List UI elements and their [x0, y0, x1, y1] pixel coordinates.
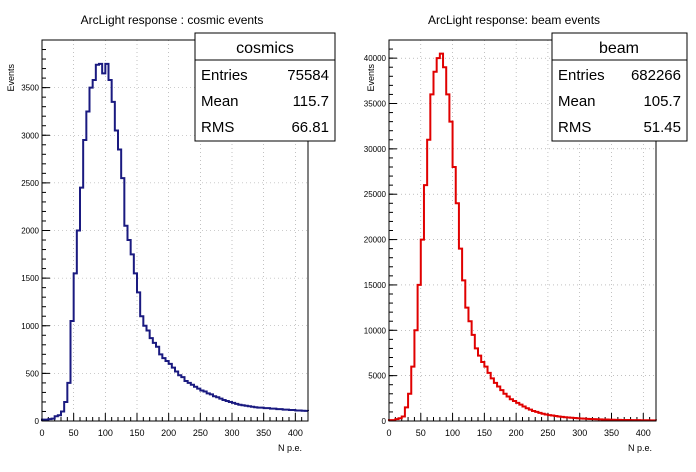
beam-x-tick-label: 50 [416, 428, 426, 438]
cosmic-stats-value-mean: 115.7 [293, 93, 329, 110]
cosmic-y-tick-label: 1000 [21, 322, 39, 331]
cosmic-stats-frame [194, 32, 336, 142]
cosmic-x-tick-label: 50 [69, 428, 79, 438]
cosmic-y-axis-label: Events [6, 64, 16, 92]
cosmic-x-tick-label: 350 [256, 428, 271, 438]
beam-x-tick-label: 150 [477, 428, 492, 438]
cosmic-y-tick-label: 3000 [21, 131, 39, 140]
beam-y-tick-label: 0 [382, 417, 387, 426]
beam-y-tick-label: 15000 [364, 281, 387, 290]
cosmic-stats-name: cosmics [236, 40, 294, 57]
beam-x-tick-label: 350 [604, 428, 619, 438]
cosmic-y-tick-label: 500 [26, 369, 40, 378]
beam-stats-frame [551, 32, 688, 142]
beam-panel: ArcLight response: beam events Events 0 5… [364, 13, 688, 453]
beam-y-tick-label: 30000 [364, 145, 387, 154]
cosmic-stats-label-mean: Mean [201, 93, 239, 110]
beam-y-axis-label: Events [366, 64, 376, 92]
cosmic-y-tick-label: 2500 [21, 179, 39, 188]
beam-y-tick-label: 20000 [364, 236, 387, 245]
beam-grid [389, 40, 656, 421]
beam-y-tick-label: 40000 [364, 54, 387, 63]
beam-stats-label-entries: Entries [558, 67, 605, 84]
beam-y-tick-label: 35000 [364, 100, 387, 109]
beam-x-tick-label: 200 [509, 428, 524, 438]
beam-stats-box: beam Entries 682266 Mean 105.7 RMS 51.45 [551, 32, 688, 142]
cosmic-x-axis-label: N p.e. [278, 443, 302, 453]
beam-x-tick-label: 400 [636, 428, 651, 438]
cosmic-x-tick-label: 400 [288, 428, 303, 438]
beam-x-tick-label: 300 [572, 428, 587, 438]
beam-stats-value-mean: 105.7 [643, 93, 681, 110]
beam-stats-name: beam [599, 40, 639, 57]
cosmic-plot-frame [41, 39, 309, 422]
beam-x-tick-label: 250 [540, 428, 555, 438]
beam-y-tick-label: 5000 [368, 372, 386, 381]
beam-x-tick-label: 0 [386, 428, 391, 438]
beam-histogram-line [388, 52, 657, 422]
beam-stats-value-entries: 682266 [631, 67, 681, 84]
cosmic-panel: ArcLight response : cosmic events Events… [6, 13, 336, 453]
cosmic-x-tick-label: 250 [193, 428, 208, 438]
beam-y-tick-label: 25000 [364, 190, 387, 199]
cosmic-ticks: 0 50 100 150 200 250 300 350 400 0 500 1000 1500 2000… [21, 39, 309, 438]
cosmic-x-tick-label: 200 [161, 428, 176, 438]
cosmic-histogram-line [41, 62, 309, 421]
cosmic-x-tick-label: 100 [98, 428, 113, 438]
beam-title: ArcLight response: beam events [428, 13, 600, 27]
cosmic-y-tick-label: 0 [35, 417, 40, 426]
beam-plot-frame [388, 39, 657, 422]
beam-stats-label-rms: RMS [558, 119, 591, 136]
cosmic-grid [42, 40, 308, 421]
beam-stats-value-rms: 51.45 [643, 119, 681, 136]
cosmic-x-tick-label: 150 [129, 428, 144, 438]
beam-x-tick-label: 100 [445, 428, 460, 438]
cosmic-y-tick-label: 3500 [21, 84, 39, 93]
beam-y-tick-label: 10000 [364, 326, 387, 335]
cosmic-stats-box: cosmics Entries 75584 Mean 115.7 RMS 66.… [194, 32, 336, 142]
beam-x-axis-label: N p.e. [628, 443, 652, 453]
cosmic-stats-value-entries: 75584 [287, 67, 329, 84]
cosmic-stats-value-rms: 66.81 [291, 119, 329, 136]
cosmic-x-tick-label: 300 [224, 428, 239, 438]
cosmic-y-tick-label: 1500 [21, 274, 39, 283]
cosmic-title: ArcLight response : cosmic events [81, 13, 264, 27]
cosmic-stats-label-rms: RMS [201, 119, 234, 136]
beam-stats-label-mean: Mean [558, 93, 596, 110]
cosmic-stats-label-entries: Entries [201, 67, 248, 84]
cosmic-y-tick-label: 2000 [21, 227, 39, 236]
cosmic-x-tick-label: 0 [39, 428, 44, 438]
